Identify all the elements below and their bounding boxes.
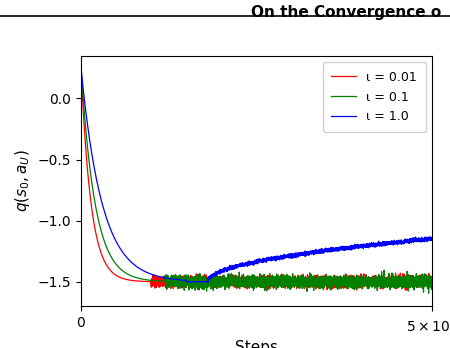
Text: On the Convergence o: On the Convergence o: [251, 5, 441, 20]
ι = 0.01: [404, 239, 410, 243]
ι = 0.1: [147, 278, 153, 282]
ι = 0.01: [406, 238, 412, 242]
ι = 0.1: [395, 278, 400, 283]
ι = 1.0: [406, 280, 412, 284]
ι = 1.0: [248, 279, 253, 284]
ι = 1.0: [78, 66, 84, 70]
ι = 1.0: [403, 288, 409, 292]
ι = 1.0: [404, 282, 410, 286]
ι = 0.1: [78, 66, 84, 70]
ι = 0.01: [321, 248, 326, 252]
ι = 1.0: [147, 279, 153, 284]
ι = 0.1: [404, 282, 410, 286]
Legend: ι = 0.01, ι = 0.1, ι = 1.0: ι = 0.01, ι = 0.1, ι = 1.0: [323, 62, 426, 132]
Line: ι = 1.0: ι = 1.0: [81, 68, 432, 290]
X-axis label: Steps: Steps: [235, 340, 278, 348]
ι = 0.01: [147, 271, 153, 276]
ι = 0.1: [248, 281, 253, 285]
ι = 1.0: [395, 282, 400, 286]
ι = 0.01: [429, 236, 435, 240]
ι = 0.1: [426, 291, 432, 295]
ι = 0.01: [78, 66, 84, 70]
ι = 0.01: [395, 241, 400, 245]
ι = 1.0: [321, 283, 326, 287]
ι = 0.1: [429, 280, 435, 284]
ι = 0.01: [248, 262, 253, 266]
Y-axis label: $q(s_0, a_U)$: $q(s_0, a_U)$: [13, 150, 32, 212]
ι = 1.0: [429, 278, 435, 282]
ι = 0.1: [321, 281, 326, 285]
ι = 0.01: [205, 280, 210, 285]
ι = 0.1: [406, 279, 412, 284]
Line: ι = 0.1: ι = 0.1: [81, 68, 432, 293]
Line: ι = 0.01: ι = 0.01: [81, 68, 432, 283]
